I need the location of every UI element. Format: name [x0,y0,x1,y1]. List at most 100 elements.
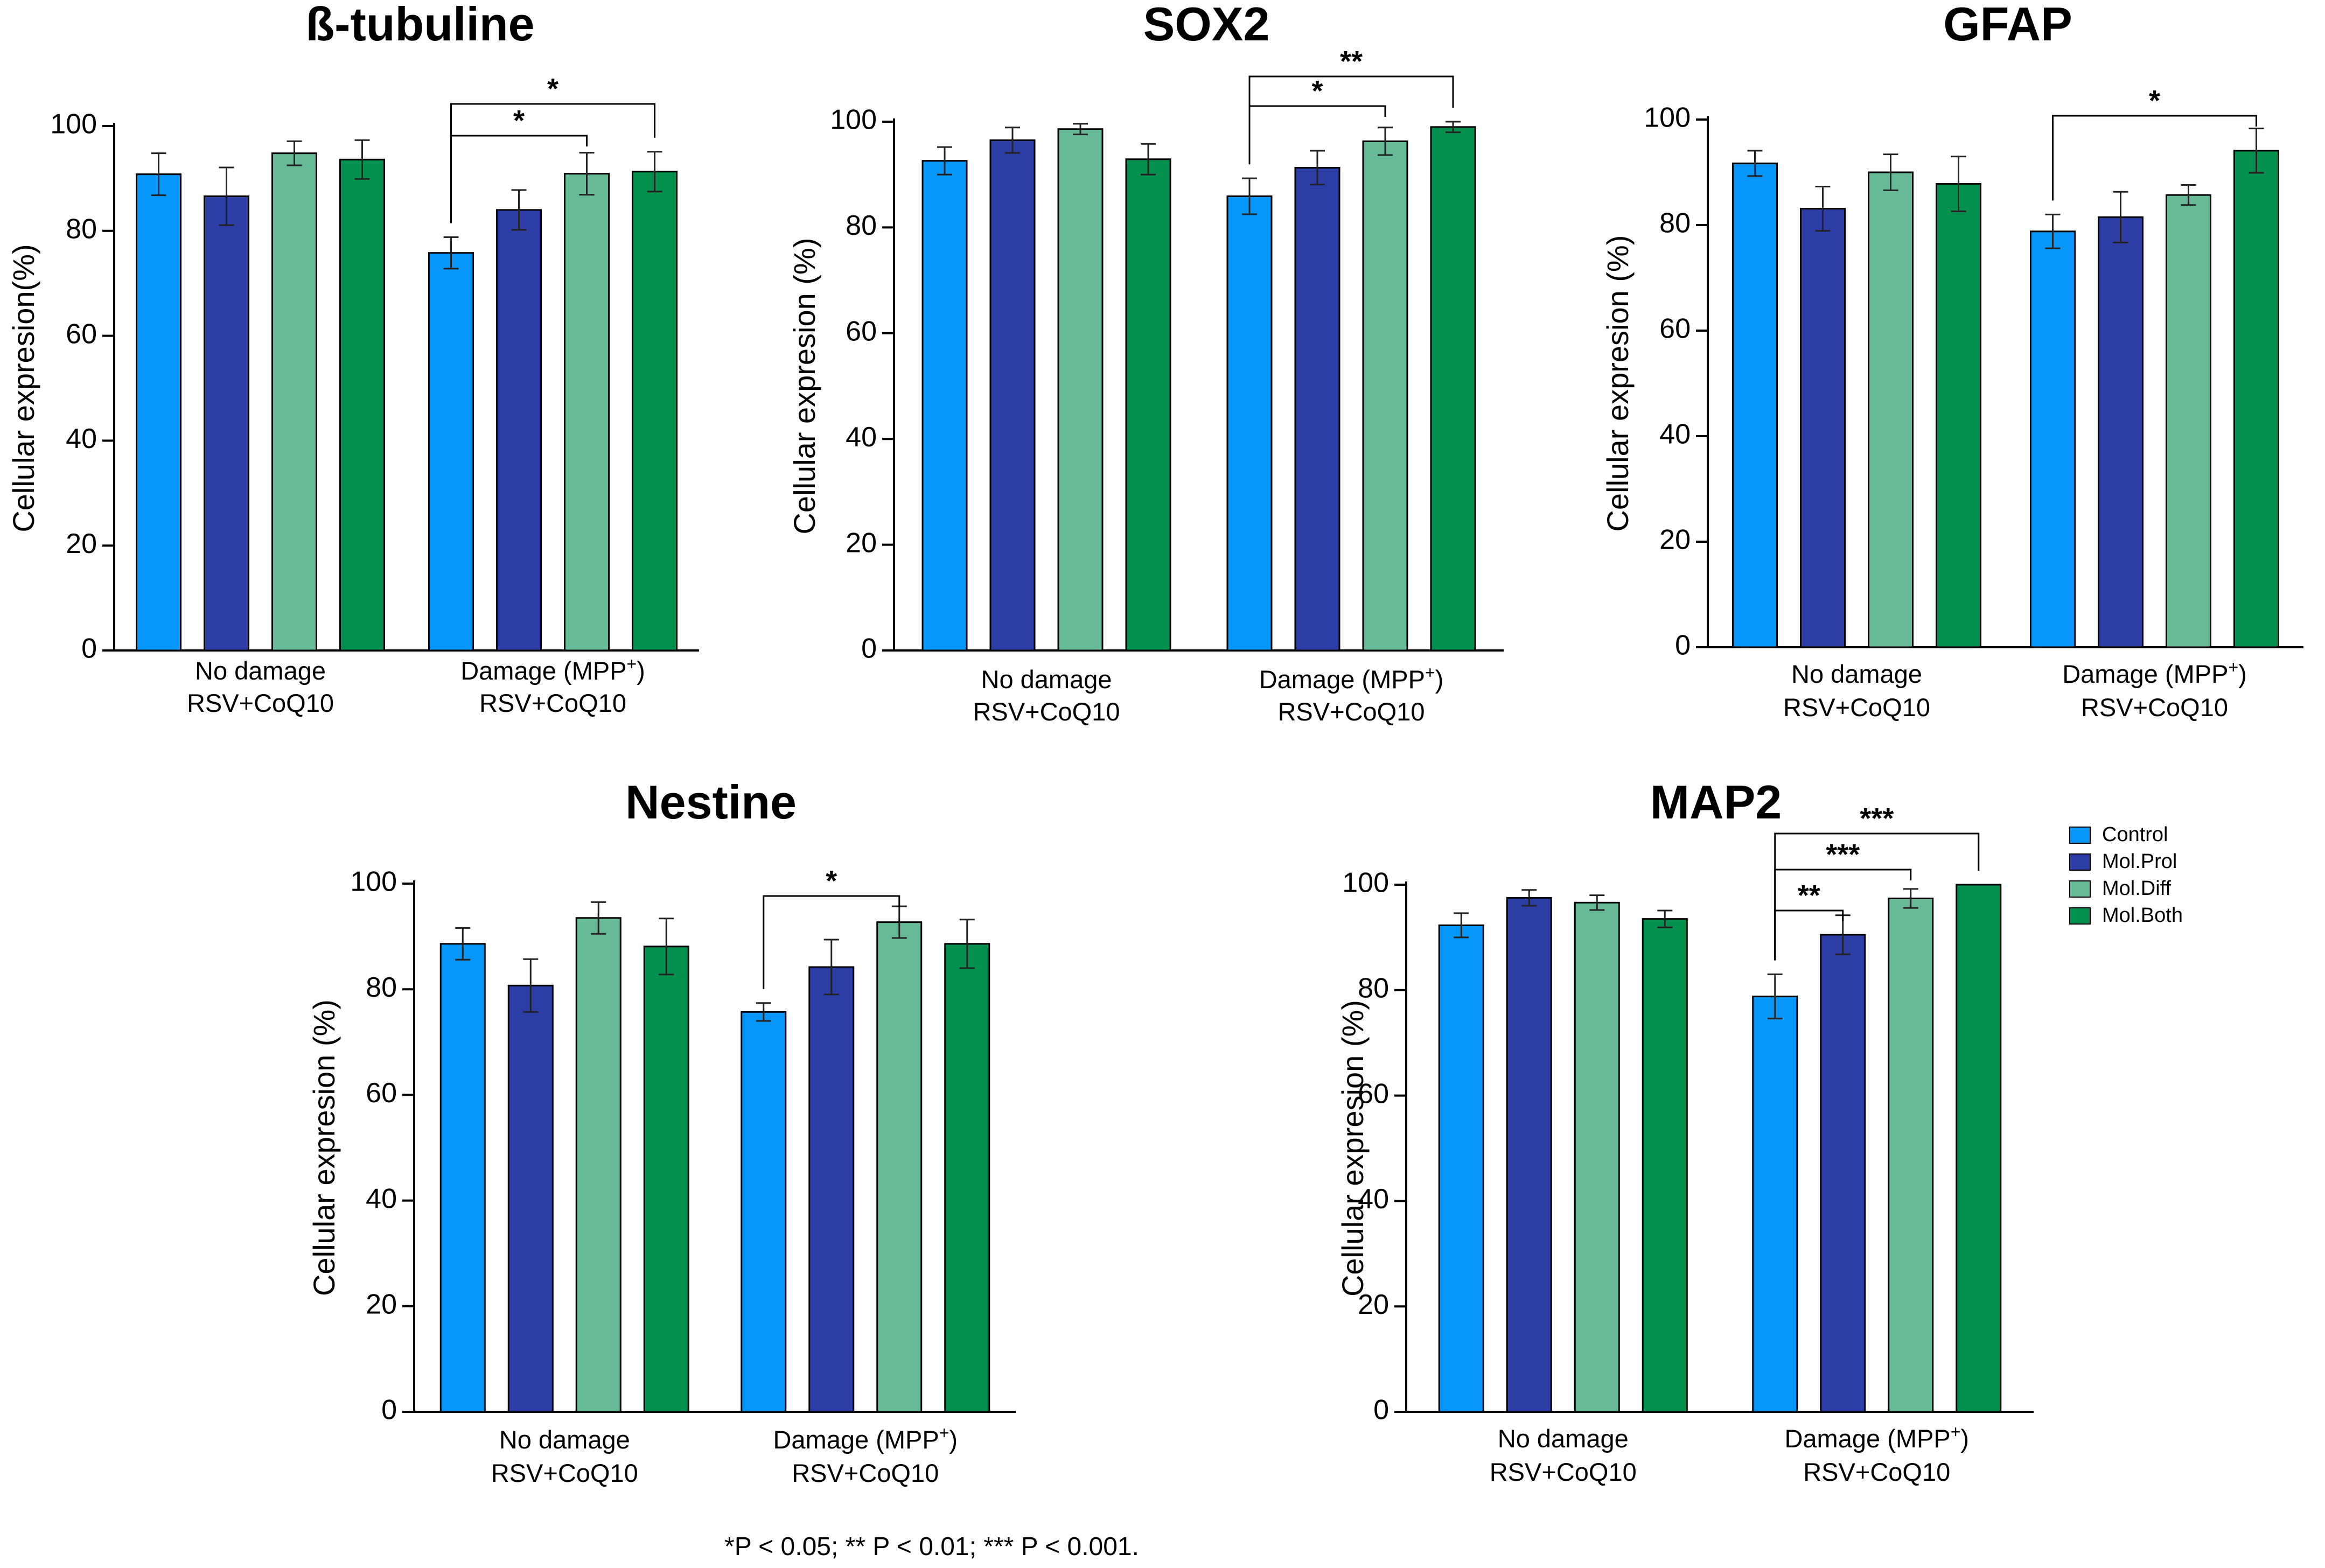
bar-mol-diff-group1 [1057,128,1104,652]
y-tick-label: 40 [846,422,877,453]
legend-label: Mol.Both [2102,904,2183,927]
y-tick-label: 100 [50,109,97,140]
y-tick-label: 100 [350,866,397,898]
superscript: + [2228,657,2238,677]
significance-label: * [513,104,525,137]
y-tick-label: 100 [830,104,877,136]
x-category-label: Damage (MPP+) [1784,1422,1969,1453]
y-tick-label: 0 [1373,1395,1389,1426]
x-category-label-line2: RSV+CoQ10 [491,1459,638,1487]
bar-mol-prol-group2 [808,966,855,1413]
y-tick-label: 0 [81,633,97,664]
chart-title: Nestine [625,775,797,829]
bar-control-group2 [1226,195,1273,652]
superscript: + [1425,663,1435,682]
x-category-label-line2: RSV+CoQ10 [1490,1458,1637,1486]
chart-panel-2: SOX2 Cellular expresion (%) 0 20 40 60 80 100 No… [787,0,1504,726]
bar-mol-prol-group1 [1800,208,1846,648]
bar-mol-prol-group2 [496,209,542,652]
closing-paren: ) [637,656,645,685]
x-category-label-line2: RSV+CoQ10 [479,689,626,717]
significance-label: ** [1798,879,1820,912]
significance-label: * [826,865,837,897]
legend: Control Mol.Prol Mol.Diff Mol.Both [2069,823,2183,927]
y-tick-label: 20 [846,527,877,558]
x-category-label: Damage (MPP+) [773,1423,958,1454]
y-tick-label: 100 [1342,867,1389,899]
x-category-label-line2: RSV+CoQ10 [2081,693,2228,722]
x-category-label: No damage [981,665,1112,694]
bar-mol-diff-group1 [1574,901,1620,1413]
superscript: + [626,654,637,674]
bar-control-group1 [1732,162,1778,648]
significance-bracket [763,895,900,989]
bar-control-group1 [921,160,968,652]
bar-mol-both-group1 [643,946,689,1413]
significance-label: *** [1860,802,1894,835]
bar-mol-both-group1 [339,158,385,652]
x-category-label: Damage (MPP+) [2062,657,2247,688]
significance-label: * [1311,75,1323,107]
significance-label: * [547,73,558,105]
x-category-label-line2: RSV+CoQ10 [1277,697,1425,726]
x-category-label-line2: RSV+CoQ10 [792,1459,939,1487]
y-tick-label: 60 [66,318,97,349]
x-category-label: No damage [195,656,326,685]
bar-mol-prol-group1 [507,984,554,1413]
closing-paren: ) [949,1425,958,1454]
bar-mol-diff-group2 [876,921,923,1413]
chart-panel-1: ß-tubuline Cellular expresion(%) 0 20 40 60 80… [6,0,699,717]
y-tick-label: 0 [381,1395,397,1426]
closing-paren: ) [2238,660,2247,688]
x-category-label-line2: RSV+CoQ10 [187,689,334,717]
x-category-label: No damage [499,1425,630,1454]
bar-mol-prol-group1 [204,195,249,652]
significance-bracket [2052,115,2257,201]
x-category-label: Damage (MPP+) [1259,663,1444,694]
legend-swatch [2069,880,2091,898]
bar-mol-both-group2 [2233,150,2279,648]
chart-title: GFAP [1943,0,2072,51]
chart-title: SOX2 [1143,0,1270,51]
y-tick-label: 40 [66,423,97,454]
bar-mol-diff-group2 [1888,897,1934,1413]
bar-mol-diff-group1 [271,152,317,652]
x-category-label: No damage [1498,1424,1629,1453]
y-tick-label: 20 [66,528,97,559]
y-tick-label: 20 [1358,1289,1389,1320]
bar-mol-both-group2 [1956,884,2002,1413]
bar-mol-diff-group1 [1868,171,1914,648]
x-category-label-line2: RSV+CoQ10 [1783,693,1930,722]
y-tick-label: 20 [1659,524,1691,556]
y-tick-label: 40 [1659,419,1691,450]
bar-control-group2 [428,252,474,652]
x-category-label: No damage [1791,660,1922,688]
bar-control-group1 [439,943,486,1413]
y-axis-label: Cellular expresion(%) [6,244,40,532]
y-tick-label: 40 [366,1183,397,1214]
significance-label: * [2149,85,2160,117]
bar-mol-both-group2 [1430,126,1476,652]
bar-mol-prol-group1 [989,139,1036,652]
significance-label: *** [1826,838,1860,871]
x-category-label: Damage (MPP+) [460,654,645,685]
bar-mol-both-group2 [632,171,678,652]
chart-panel-4: Nestine Cellular expresion (%) 0 20 40 60 80 10… [307,775,1016,1487]
bar-mol-both-group1 [1125,158,1171,652]
superscript: + [939,1423,949,1443]
y-tick-label: 80 [1358,973,1389,1004]
y-tick-label: 80 [846,210,877,241]
bar-control-group2 [2030,230,2076,648]
y-tick-label: 0 [861,633,877,664]
legend-swatch [2069,827,2091,844]
y-tick-label: 20 [366,1289,397,1320]
y-tick-label: 60 [1358,1078,1389,1109]
significance-footnote: *P < 0.05; ** P < 0.01; *** P < 0.001. [724,1532,1139,1561]
y-tick-label: 100 [1644,102,1691,134]
significance-label: ** [1340,45,1363,78]
y-tick-label: 60 [846,316,877,347]
chart-title: ß-tubuline [305,0,534,51]
chart-panel-5: MAP2 Cellular expresion (%) 0 20 40 60 80 100 No… [1336,775,2034,1486]
y-tick-label: 80 [1659,208,1691,239]
